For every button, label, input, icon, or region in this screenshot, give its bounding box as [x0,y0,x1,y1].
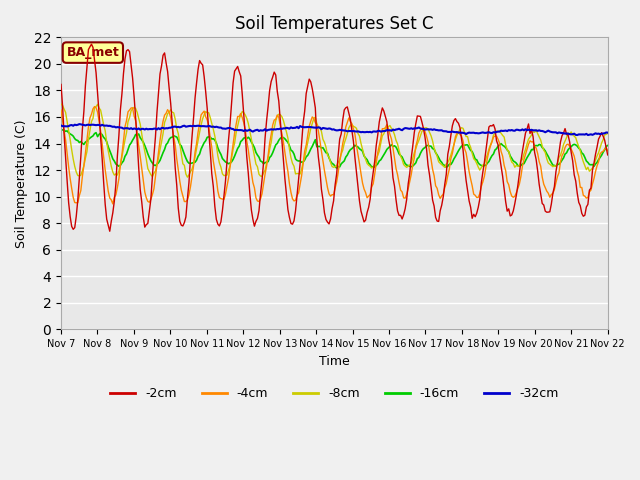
Legend: -2cm, -4cm, -8cm, -16cm, -32cm: -2cm, -4cm, -8cm, -16cm, -32cm [105,382,564,405]
Text: BA_met: BA_met [67,46,119,59]
X-axis label: Time: Time [319,355,349,368]
Title: Soil Temperatures Set C: Soil Temperatures Set C [235,15,434,33]
Y-axis label: Soil Temperature (C): Soil Temperature (C) [15,119,28,248]
